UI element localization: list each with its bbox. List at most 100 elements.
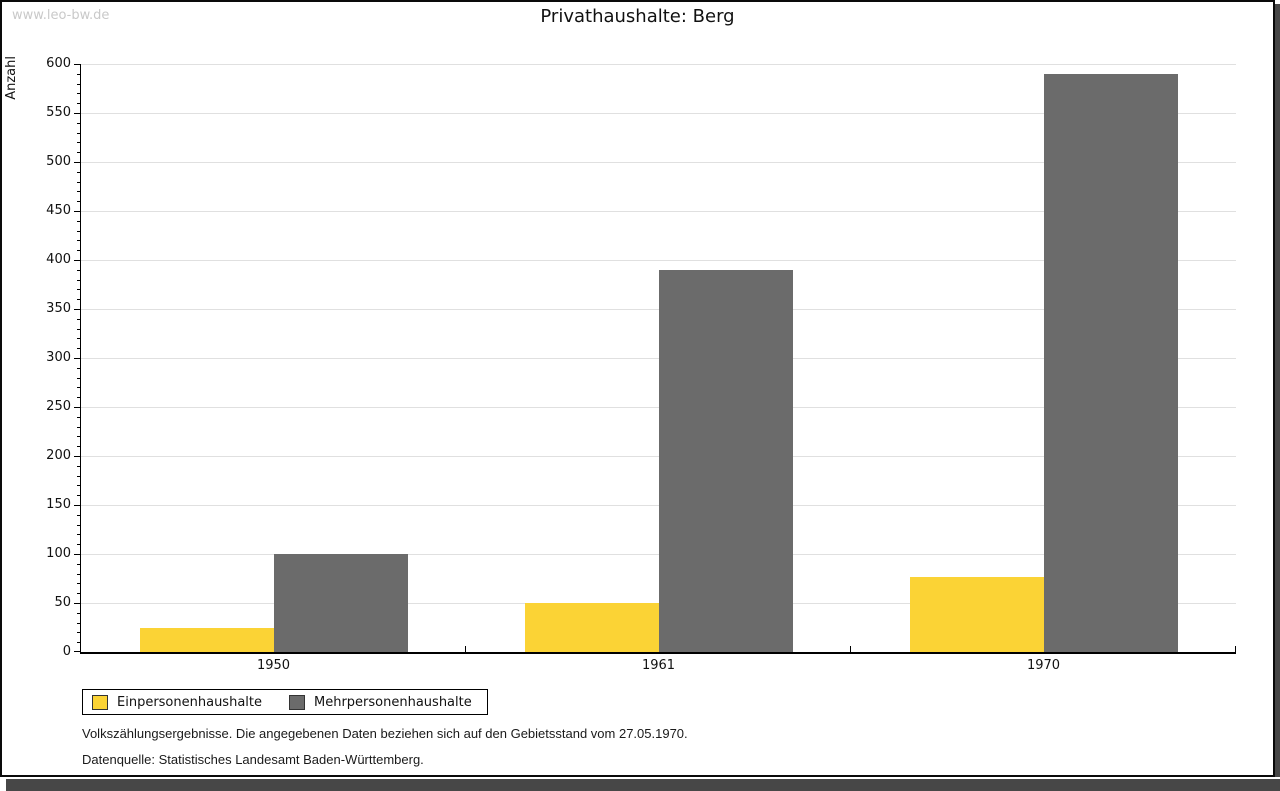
gridline-550: [81, 113, 1236, 114]
y-tick-minor: [77, 622, 80, 624]
y-tick-minor: [77, 534, 80, 536]
legend-item: Mehrpersonenhaushalte: [289, 694, 472, 710]
y-tick-major: [74, 456, 80, 457]
watermark: www.leo-bw.de: [12, 8, 110, 23]
y-tick-minor: [77, 544, 80, 546]
y-tick-minor: [77, 220, 80, 222]
y-tick-minor: [77, 269, 80, 271]
gridline-600: [81, 64, 1236, 65]
x-axis-boundary-tick: [1235, 646, 1236, 652]
y-tick-minor: [77, 563, 80, 565]
bar-mehrpersonenhaushalte-1970: [1043, 73, 1178, 652]
frame-shadow-bottom: [6, 779, 1280, 791]
y-tick-minor: [77, 348, 80, 350]
y-tick-label: 100: [46, 546, 71, 561]
legend-label: Einpersonenhaushalte: [117, 694, 262, 710]
y-tick-minor: [77, 279, 80, 281]
y-tick-major: [74, 407, 80, 408]
chart-image-frame: www.leo-bw.de Privathaushalte: Berg Anza…: [0, 0, 1275, 777]
y-tick-minor: [77, 426, 80, 428]
chart-title: Privathaushalte: Berg: [540, 6, 735, 27]
x-axis-boundary-tick: [850, 646, 851, 652]
legend-label: Mehrpersonenhaushalte: [314, 694, 472, 710]
y-tick-major: [74, 64, 80, 65]
y-tick-minor: [77, 573, 80, 575]
y-tick-label: 500: [46, 154, 71, 169]
y-tick-minor: [77, 446, 80, 448]
x-axis-boundary-tick: [465, 646, 466, 652]
y-tick-label: 300: [46, 350, 71, 365]
bar-mehrpersonenhaushalte-1950: [273, 554, 408, 652]
gridline-400: [81, 260, 1236, 261]
y-tick-label: 150: [46, 497, 71, 512]
bar-einpersonenhaushalte-1950: [139, 628, 274, 652]
y-tick-label: 350: [46, 301, 71, 316]
y-tick-minor: [77, 377, 80, 379]
y-tick-label: 200: [46, 448, 71, 463]
x-tick-label-1950: 1950: [256, 658, 291, 673]
y-tick-minor: [77, 475, 80, 477]
y-tick-major: [74, 554, 80, 555]
y-tick-minor: [77, 397, 80, 399]
y-tick-minor: [77, 83, 80, 85]
y-tick-minor: [77, 367, 80, 369]
y-tick-minor: [77, 583, 80, 585]
y-tick-minor: [77, 328, 80, 330]
y-tick-minor: [77, 122, 80, 124]
gridline-500: [81, 162, 1236, 163]
y-tick-minor: [77, 416, 80, 418]
y-tick-minor: [77, 230, 80, 232]
y-tick-minor: [77, 142, 80, 144]
y-tick-minor: [77, 485, 80, 487]
y-tick-minor: [77, 132, 80, 134]
y-tick-minor: [77, 289, 80, 291]
bar-einpersonenhaushalte-1961: [524, 603, 659, 652]
y-tick-label: 450: [46, 203, 71, 218]
y-tick-minor: [77, 387, 80, 389]
legend-swatch-icon: [289, 694, 305, 710]
y-tick-minor: [77, 612, 80, 614]
y-tick-label: 400: [46, 252, 71, 267]
y-tick-minor: [77, 436, 80, 438]
plot-area: 0 50 100 150 200 250 300 350 400 450 500 550 600 1950…: [46, 56, 1236, 673]
y-tick-minor: [77, 250, 80, 252]
y-tick-label: 50: [54, 595, 71, 610]
x-tick-label-1970: 1970: [1026, 658, 1061, 673]
y-tick-label: 0: [62, 644, 71, 659]
y-tick-minor: [77, 593, 80, 595]
y-tick-minor: [77, 103, 80, 105]
footnote-gebietsstand: Volkszählungsergebnisse. Die angegebenen…: [82, 726, 688, 741]
y-tick-minor: [77, 632, 80, 634]
y-tick-major: [74, 603, 80, 604]
y-tick-major: [74, 260, 80, 261]
y-tick-minor: [77, 338, 80, 340]
y-tick-minor: [77, 201, 80, 203]
y-tick-minor: [77, 152, 80, 154]
y-tick-label: 250: [46, 399, 71, 414]
bar-mehrpersonenhaushalte-1961: [658, 269, 793, 652]
legend-swatch-icon: [92, 694, 108, 710]
y-tick-major: [74, 113, 80, 114]
y-tick-major: [74, 309, 80, 310]
y-tick-label: 550: [46, 105, 71, 120]
x-tick-label-1961: 1961: [641, 658, 676, 673]
y-tick-minor: [77, 299, 80, 301]
gridline-450: [81, 211, 1236, 212]
y-tick-minor: [77, 181, 80, 183]
y-tick-minor: [77, 524, 80, 526]
y-tick-minor: [77, 514, 80, 516]
y-tick-major: [74, 651, 80, 652]
y-tick-minor: [77, 93, 80, 95]
y-axis-title: Anzahl: [4, 56, 19, 100]
y-tick-major: [74, 358, 80, 359]
y-tick-minor: [77, 642, 80, 644]
legend-item: Einpersonenhaushalte: [92, 694, 262, 710]
y-tick-major: [74, 162, 80, 163]
legend: Einpersonenhaushalte Mehrpersonenhaushalt…: [82, 689, 488, 715]
y-tick-major: [74, 505, 80, 506]
y-tick-minor: [77, 465, 80, 467]
bar-einpersonenhaushalte-1970: [909, 576, 1044, 652]
footnote-datenquelle: Datenquelle: Statistisches Landesamt Bad…: [82, 752, 424, 767]
y-tick-minor: [77, 495, 80, 497]
